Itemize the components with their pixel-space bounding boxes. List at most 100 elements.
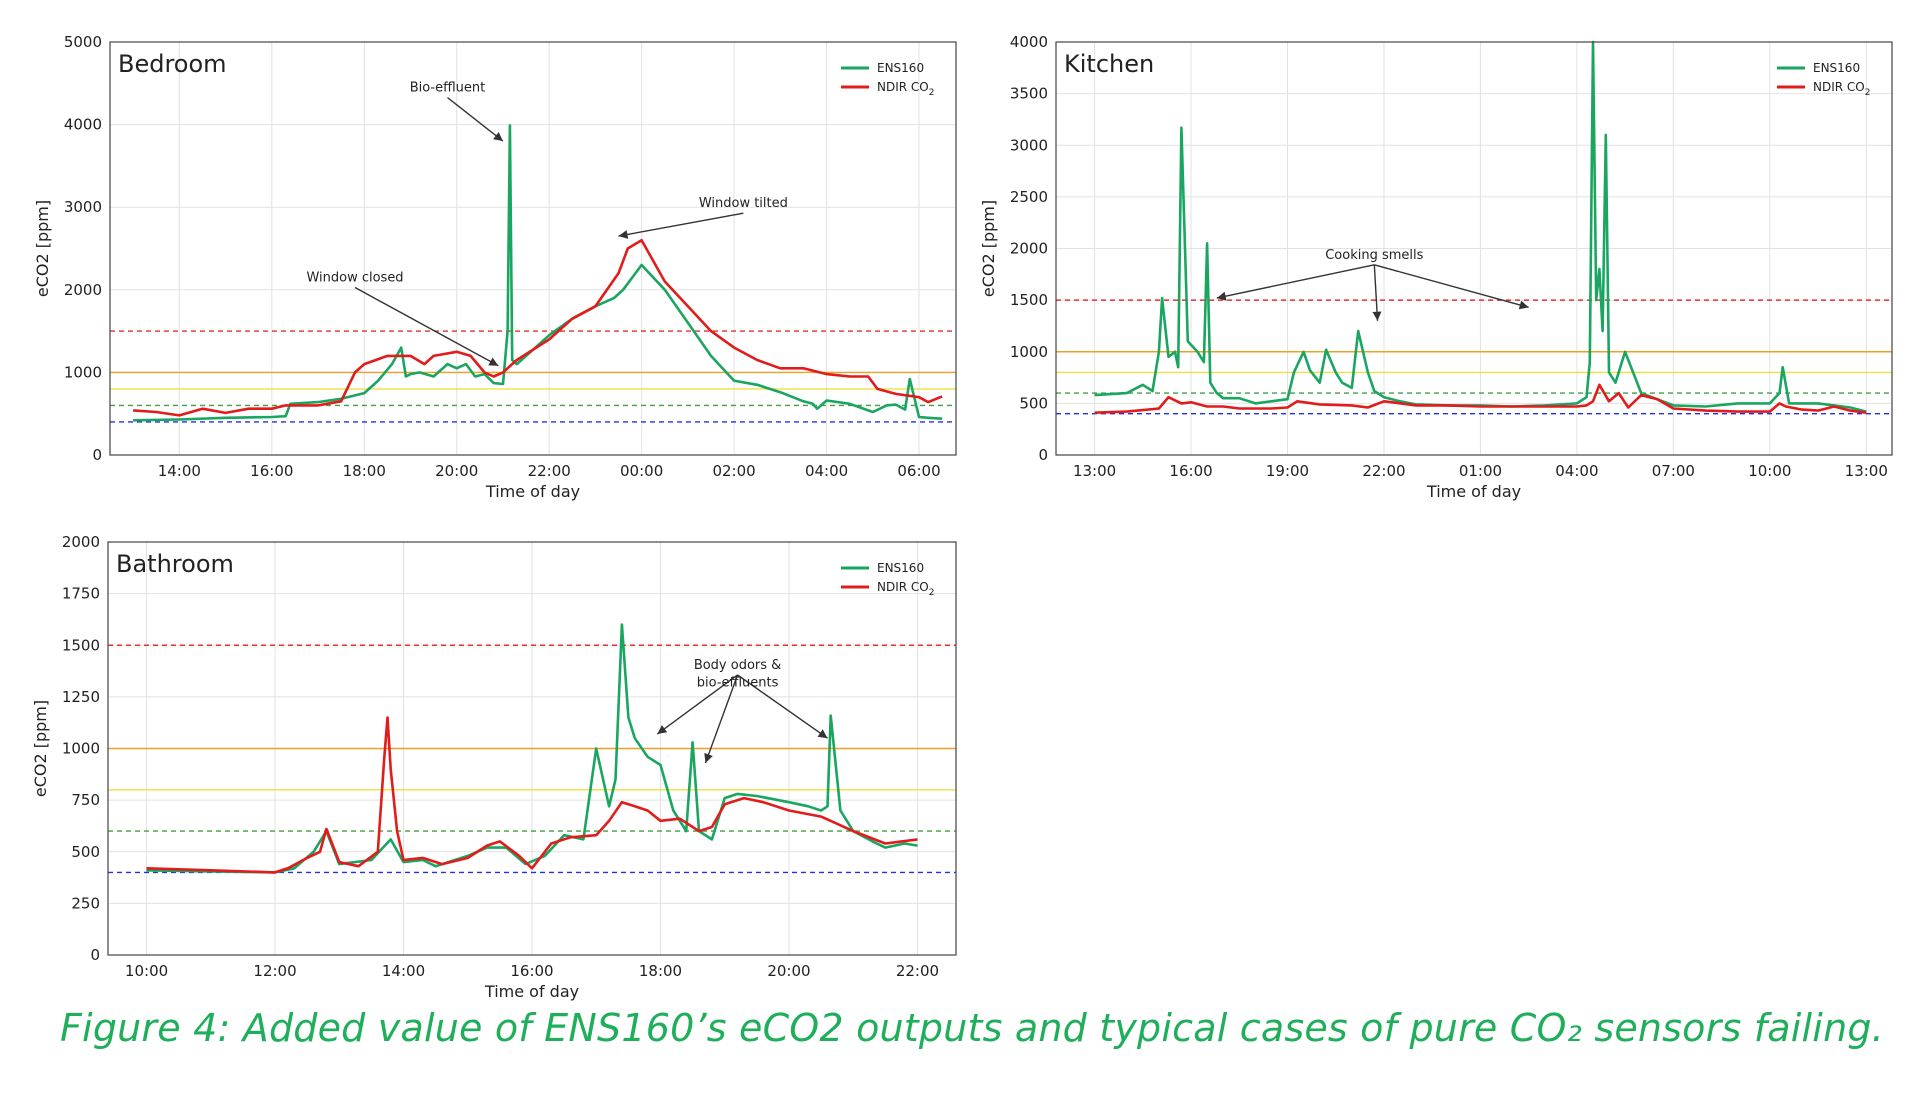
chart-title: Bathroom	[116, 550, 234, 578]
annotation-arrow	[704, 674, 739, 764]
chart-panel-bathroom: 0 250 500 750 1000 1250 1500 1750 2000 10:00 12:00…	[31, 533, 957, 1001]
y-tick-label: 0	[1038, 446, 1048, 464]
x-tick-label: 01:00	[1459, 462, 1502, 480]
legend-label-ndir-co2-main: NDIR CO	[877, 80, 929, 94]
chart-title: Bedroom	[118, 50, 227, 78]
annotation-arrowhead	[817, 729, 828, 739]
series-line-ens160	[133, 124, 943, 422]
annotation-text: Body odors &	[694, 658, 782, 673]
annotation-text: bio-effluents	[697, 676, 779, 691]
y-tick-label: 4000	[64, 116, 102, 134]
y-tick-label: 2000	[64, 281, 102, 299]
legend-label-ndir-co2: NDIR CO2	[877, 580, 934, 598]
annotation-arrow	[1373, 264, 1379, 321]
x-tick-label: 20:00	[767, 962, 810, 980]
y-tick-label: 3000	[64, 198, 102, 216]
annotation-arrow	[1374, 264, 1529, 309]
figure-caption: Figure 4: Added value of ENS160’s eCO2 o…	[60, 1006, 1884, 1050]
annotation-arrowhead	[618, 230, 629, 239]
x-tick-label: 07:00	[1652, 462, 1695, 480]
y-axis-label: eCO2 [ppm]	[979, 200, 998, 297]
x-axis-label: Time of day	[485, 482, 580, 501]
y-tick-label: 2000	[62, 533, 100, 551]
x-tick-label: 18:00	[343, 462, 386, 480]
x-axis-label: Time of day	[1426, 482, 1521, 501]
x-tick-label: 04:00	[805, 462, 848, 480]
annotation-arrow	[447, 97, 504, 142]
x-tick-label: 10:00	[1748, 462, 1791, 480]
x-tick-label: 22:00	[528, 462, 571, 480]
legend-label-ndir-co2: NDIR CO2	[877, 80, 934, 98]
legend-label-ens160: ENS160	[1813, 61, 1860, 75]
annotation-text: Cooking smells	[1325, 248, 1423, 263]
y-tick-label: 3000	[1010, 136, 1048, 154]
legend-label-ndir-co2-main: NDIR CO	[877, 580, 929, 594]
y-tick-label: 1000	[62, 740, 100, 758]
legend-label-ens160: ENS160	[877, 561, 924, 575]
x-tick-label: 13:00	[1845, 462, 1888, 480]
legend-label-ndir-co2: NDIR CO2	[1813, 80, 1870, 98]
y-tick-label: 0	[90, 946, 100, 964]
series-line-ndir-co2	[146, 716, 918, 874]
annotation-arrowhead	[493, 132, 503, 142]
legend-label-ndir-co2-subscript: 2	[1865, 88, 1871, 98]
annotation-text: Window tilted	[699, 196, 788, 211]
y-tick-label: 2000	[1010, 240, 1048, 258]
y-tick-label: 1500	[1010, 291, 1048, 309]
y-tick-label: 250	[71, 894, 100, 912]
series-line-ens160	[146, 623, 918, 874]
x-tick-label: 02:00	[712, 462, 755, 480]
plot-area	[110, 42, 956, 455]
x-tick-label: 14:00	[382, 962, 425, 980]
y-tick-label: 500	[71, 843, 100, 861]
annotation-arrow	[354, 286, 499, 367]
x-tick-label: 06:00	[897, 462, 940, 480]
series-line-ndir-co2	[1094, 383, 1867, 414]
annotation-arrow	[737, 674, 828, 739]
y-tick-label: 1000	[1010, 343, 1048, 361]
plot-frame	[1055, 41, 1893, 456]
series-line-ens160	[1094, 40, 1867, 413]
x-tick-label: 16:00	[510, 962, 553, 980]
plot-frame	[107, 541, 957, 956]
chart-panel-kitchen: 0 500 1000 1500 2000 2500 3000 3500 4000 13:00 16:…	[979, 33, 1893, 501]
y-tick-label: 500	[1019, 394, 1048, 412]
y-tick-label: 3500	[1010, 85, 1048, 103]
x-tick-label: 14:00	[158, 462, 201, 480]
series-line-ndir-co2	[133, 238, 943, 417]
annotation-text: Window closed	[306, 271, 403, 286]
x-axis-label: Time of day	[484, 982, 579, 1001]
x-tick-label: 18:00	[639, 962, 682, 980]
annotation-arrowhead	[704, 753, 713, 763]
y-tick-label: 2500	[1010, 188, 1048, 206]
legend-label-ndir-co2-main: NDIR CO	[1813, 80, 1865, 94]
annotation-arrow	[656, 674, 738, 735]
x-tick-label: 04:00	[1555, 462, 1598, 480]
x-tick-label: 16:00	[1169, 462, 1212, 480]
y-tick-label: 1000	[64, 363, 102, 381]
y-axis-label: eCO2 [ppm]	[31, 700, 50, 797]
y-tick-label: 4000	[1010, 33, 1048, 51]
chart-panel-bedroom: 0 1000 2000 3000 4000 5000 14:00 16:00 18:00 20:0…	[33, 33, 957, 501]
y-tick-label: 5000	[64, 33, 102, 51]
annotation-arrowhead	[488, 357, 499, 366]
annotation-arrowhead	[1216, 291, 1227, 301]
chart-title: Kitchen	[1064, 50, 1154, 78]
y-tick-label: 750	[71, 791, 100, 809]
y-tick-label: 0	[92, 446, 102, 464]
x-tick-label: 13:00	[1073, 462, 1116, 480]
x-tick-label: 12:00	[253, 962, 296, 980]
annotation-arrowhead	[1372, 311, 1382, 321]
x-tick-label: 22:00	[1362, 462, 1405, 480]
annotation-arrowhead	[657, 725, 668, 734]
annotation-text: Bio-effluent	[410, 81, 486, 96]
annotation-arrow	[1216, 264, 1375, 299]
plot-frame	[109, 41, 957, 456]
y-tick-label: 1250	[62, 688, 100, 706]
x-tick-label: 20:00	[435, 462, 478, 480]
x-tick-label: 00:00	[620, 462, 663, 480]
y-axis-label: eCO2 [ppm]	[33, 200, 52, 297]
legend-label-ndir-co2-subscript: 2	[929, 88, 935, 98]
x-tick-label: 16:00	[250, 462, 293, 480]
